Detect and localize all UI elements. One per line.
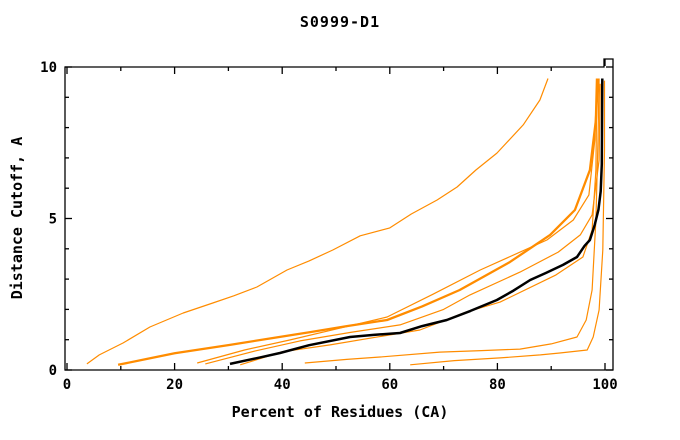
curve-model-thick bbox=[117, 78, 600, 366]
x-tick-label: 80 bbox=[489, 377, 506, 393]
curve-model-low-1 bbox=[304, 78, 600, 364]
curve-model-5 bbox=[240, 80, 598, 366]
y-tick-label: 5 bbox=[49, 212, 57, 228]
chart-title: S0999-D1 bbox=[299, 13, 381, 31]
x-tick-label: 60 bbox=[381, 377, 398, 393]
curve-model-low-2 bbox=[410, 80, 606, 366]
curve-model-steep bbox=[86, 78, 549, 365]
x-tick-label: 20 bbox=[166, 377, 183, 393]
y-tick-label: 0 bbox=[49, 363, 57, 379]
x-tick-label: 0 bbox=[63, 377, 71, 393]
x-axis-label: Percent of Residues (CA) bbox=[231, 403, 449, 421]
axis-box bbox=[64, 58, 614, 371]
x-tick-label: 40 bbox=[274, 377, 291, 393]
curve-model-4 bbox=[205, 83, 601, 365]
y-tick-label: 10 bbox=[40, 60, 57, 76]
curve-reference-black bbox=[229, 78, 604, 366]
x-tick-label: 100 bbox=[592, 377, 617, 393]
curve-model-3 bbox=[197, 78, 597, 364]
